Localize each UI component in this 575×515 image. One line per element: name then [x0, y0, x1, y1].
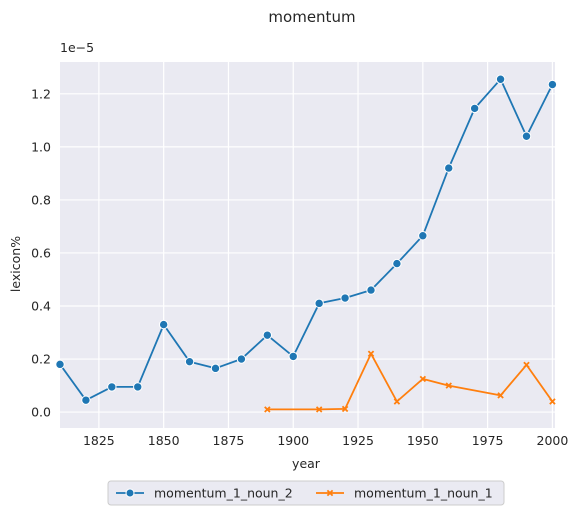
- data-point: [133, 382, 143, 392]
- legend-marker: [326, 489, 334, 497]
- y-axis-offset-label: 1e−5: [60, 40, 94, 55]
- legend-label: momentum_1_noun_1: [354, 486, 493, 501]
- data-point: [497, 392, 504, 399]
- x-tick-label: 1825: [83, 433, 115, 448]
- data-point: [288, 351, 298, 362]
- y-tick-label: 0.2: [31, 352, 51, 367]
- legend-marker: [125, 488, 135, 498]
- y-axis-title: lexicon%: [8, 236, 23, 292]
- data-point: [81, 395, 91, 405]
- data-point: [340, 293, 350, 303]
- data-point: [55, 359, 65, 370]
- data-point: [315, 406, 323, 413]
- series-momentum_1_noun_2: [55, 74, 558, 405]
- data-point: [444, 163, 454, 173]
- legend[interactable]: momentum_1_noun_2 momentum_1_noun_1: [107, 480, 505, 506]
- data-point: [469, 103, 480, 114]
- data-point: [393, 398, 401, 405]
- data-point: [107, 382, 117, 392]
- data-point: [184, 356, 195, 367]
- x-axis-ticks: 1825 1850 1875 1900 1925 1950 1975 2000: [83, 433, 568, 448]
- series-line: [59, 78, 554, 402]
- data-point: [341, 405, 349, 413]
- data-point: [549, 398, 556, 405]
- data-point: [210, 363, 221, 374]
- x-tick-label: 1900: [277, 433, 309, 448]
- data-point: [495, 74, 506, 84]
- legend-box: [107, 480, 505, 506]
- series-line: [267, 352, 554, 411]
- chart-title: momentum: [268, 8, 355, 26]
- data-point: [547, 79, 558, 90]
- y-tick-label: 1.2: [31, 86, 51, 101]
- series-momentum_1_noun_1: [264, 350, 556, 413]
- data-point: [419, 375, 427, 383]
- legend-entry[interactable]: momentum_1_noun_2: [116, 486, 293, 501]
- x-axis-title: year: [292, 456, 321, 471]
- data-point: [366, 285, 376, 295]
- x-tick-label: 1950: [407, 433, 439, 448]
- y-axis-ticks: 0.0 0.2 0.4 0.6 0.8 1.0 1.2: [31, 86, 51, 419]
- data-point: [523, 361, 530, 369]
- data-point: [158, 319, 169, 330]
- data-point: [264, 406, 271, 413]
- y-tick-label: 0.0: [31, 405, 51, 420]
- y-tick-label: 0.8: [31, 192, 51, 207]
- x-tick-label: 2000: [537, 433, 569, 448]
- legend-entry[interactable]: momentum_1_noun_1: [316, 486, 493, 501]
- plot-area: [60, 62, 555, 428]
- grid-lines: [60, 62, 555, 428]
- data-point: [418, 231, 428, 241]
- x-tick-label: 1925: [342, 433, 374, 448]
- x-tick-label: 1975: [472, 433, 504, 448]
- data-point: [236, 354, 247, 364]
- data-point: [367, 350, 375, 357]
- data-point: [262, 330, 273, 340]
- data-point: [314, 298, 324, 309]
- y-tick-label: 1.0: [31, 139, 51, 154]
- y-tick-label: 0.4: [31, 299, 51, 314]
- series-layer: [55, 74, 558, 413]
- legend-label: momentum_1_noun_2: [154, 486, 293, 501]
- data-point: [521, 131, 532, 141]
- y-tick-label: 0.6: [31, 245, 51, 260]
- x-tick-label: 1850: [148, 433, 180, 448]
- x-tick-label: 1875: [213, 433, 245, 448]
- data-point: [392, 258, 402, 269]
- data-point: [445, 382, 452, 389]
